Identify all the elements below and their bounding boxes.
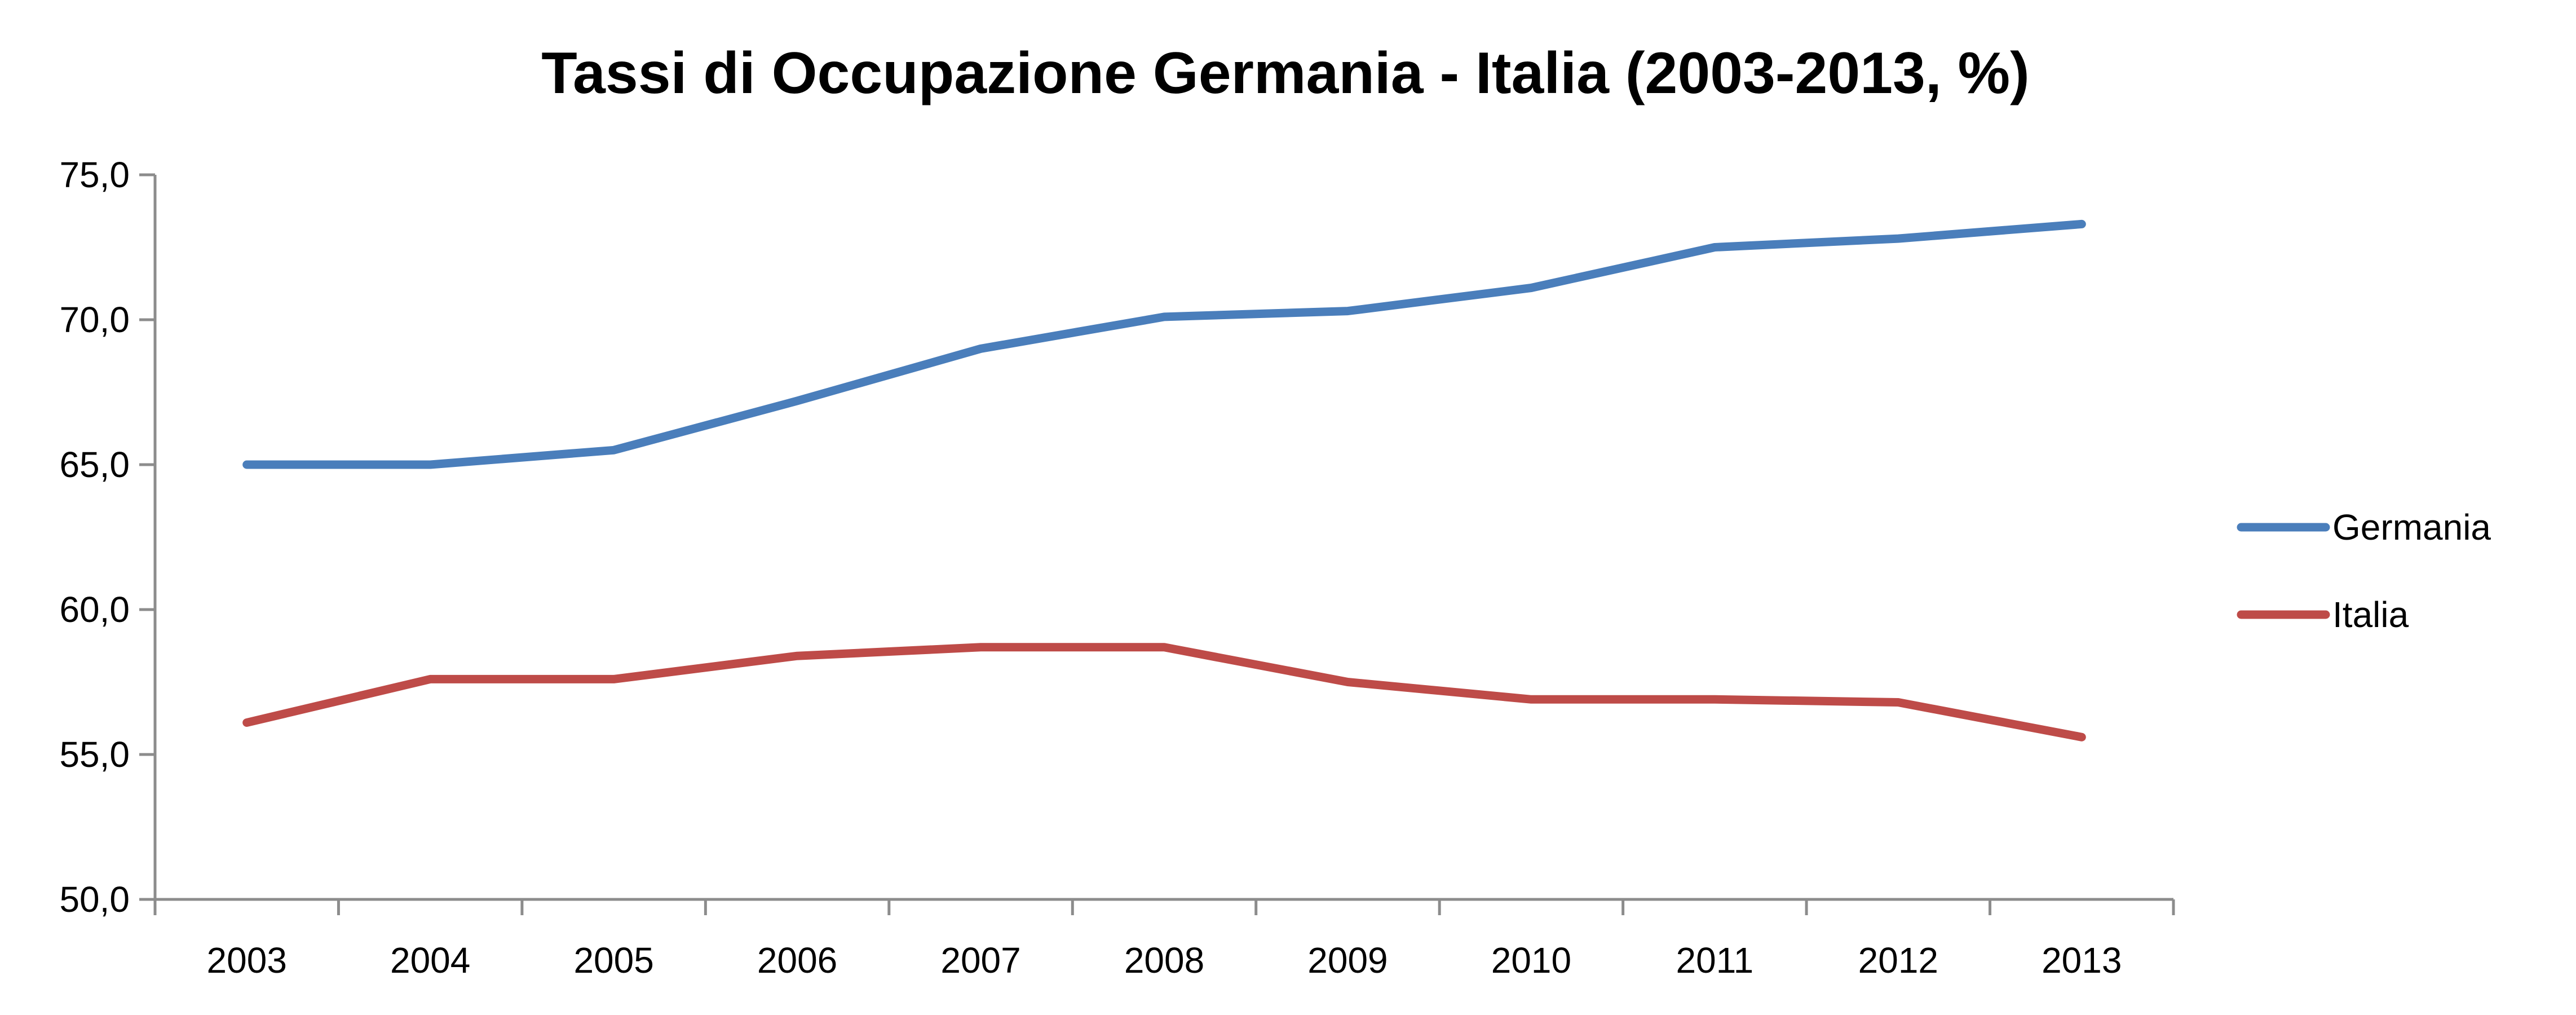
x-tick-label: 2008 [1124,940,1204,981]
x-tick-label: 2010 [1491,940,1571,981]
chart-title: Tassi di Occupazione Germania - Italia (… [541,41,2030,106]
x-tick-label: 2004 [390,940,470,981]
x-axis-ticks: 2003 2004 2005 2006 2007 2008 2009 2010 2011 2012… [153,899,2175,981]
y-tick-label: 60,0 [59,589,130,630]
x-tick-label: 2011 [1676,940,1754,981]
legend-label-germania: Germania [2332,507,2491,548]
legend-label-italia: Italia [2332,594,2409,635]
x-tick-label: 2012 [1858,940,1938,981]
x-tick-label: 2007 [940,940,1020,981]
series-line-germania [242,219,2086,469]
x-tick-label: 2009 [1307,940,1388,981]
x-tick-label: 2013 [2042,940,2122,981]
legend: Germania Italia [2237,507,2491,635]
x-tick-label: 2006 [757,940,837,981]
series-line-italia [242,643,2086,742]
x-tick-label: 2005 [573,940,653,981]
y-tick-label: 50,0 [59,879,130,920]
y-tick-label: 70,0 [59,299,130,340]
y-tick-label: 65,0 [59,444,130,485]
series-layer [242,219,2086,742]
y-axis-ticks: 50,0 55,0 60,0 65,0 70,0 75,0 [59,155,155,920]
y-tick-label: 75,0 [59,155,130,195]
axes [153,175,2173,901]
x-tick-label: 2003 [207,940,287,981]
y-tick-label: 55,0 [59,734,130,775]
